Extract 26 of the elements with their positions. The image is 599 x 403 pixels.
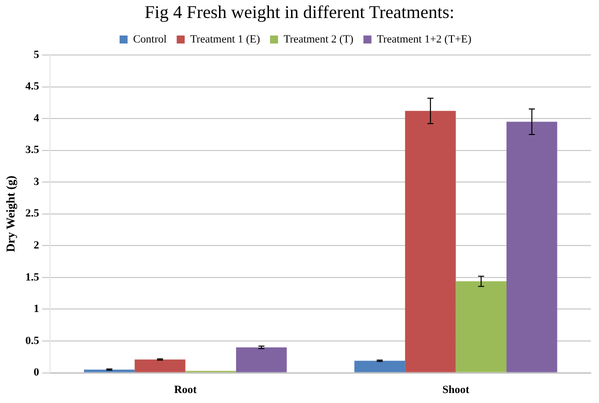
y-tick-label: 1 xyxy=(34,303,40,316)
y-axis-title: Dry Weight (g) xyxy=(3,176,18,252)
bar xyxy=(84,370,135,372)
y-tick-label: 3 xyxy=(34,176,40,188)
y-tick-label: 0 xyxy=(34,366,40,379)
y-tick-label: 4 xyxy=(34,112,40,124)
bar xyxy=(354,360,406,372)
legend-label: Treatment 1+2 (T+E) xyxy=(376,33,472,46)
bar xyxy=(134,359,186,372)
legend-label: Treatment 2 (T) xyxy=(284,33,354,46)
y-tick-label: 1.5 xyxy=(25,271,40,284)
y-tick-label: 4.5 xyxy=(25,80,40,93)
x-tick-label: Shoot xyxy=(442,384,470,396)
y-tick-label: 0.5 xyxy=(25,334,40,347)
y-tick-label: 2 xyxy=(34,240,40,252)
y-tick-label: 5 xyxy=(34,48,40,61)
bar xyxy=(405,110,456,372)
bar xyxy=(456,281,506,372)
x-tick-label: Root xyxy=(174,384,197,396)
bar xyxy=(236,347,287,372)
y-tick-label: 2.5 xyxy=(25,208,40,220)
legend-label: Treatment 1 (E) xyxy=(190,33,260,46)
y-tick-label: 3.5 xyxy=(25,144,40,156)
chart-title: Fig 4 Fresh weight in different Treatments: xyxy=(144,1,456,24)
bar xyxy=(506,122,558,372)
legend-label: Control xyxy=(133,33,167,46)
